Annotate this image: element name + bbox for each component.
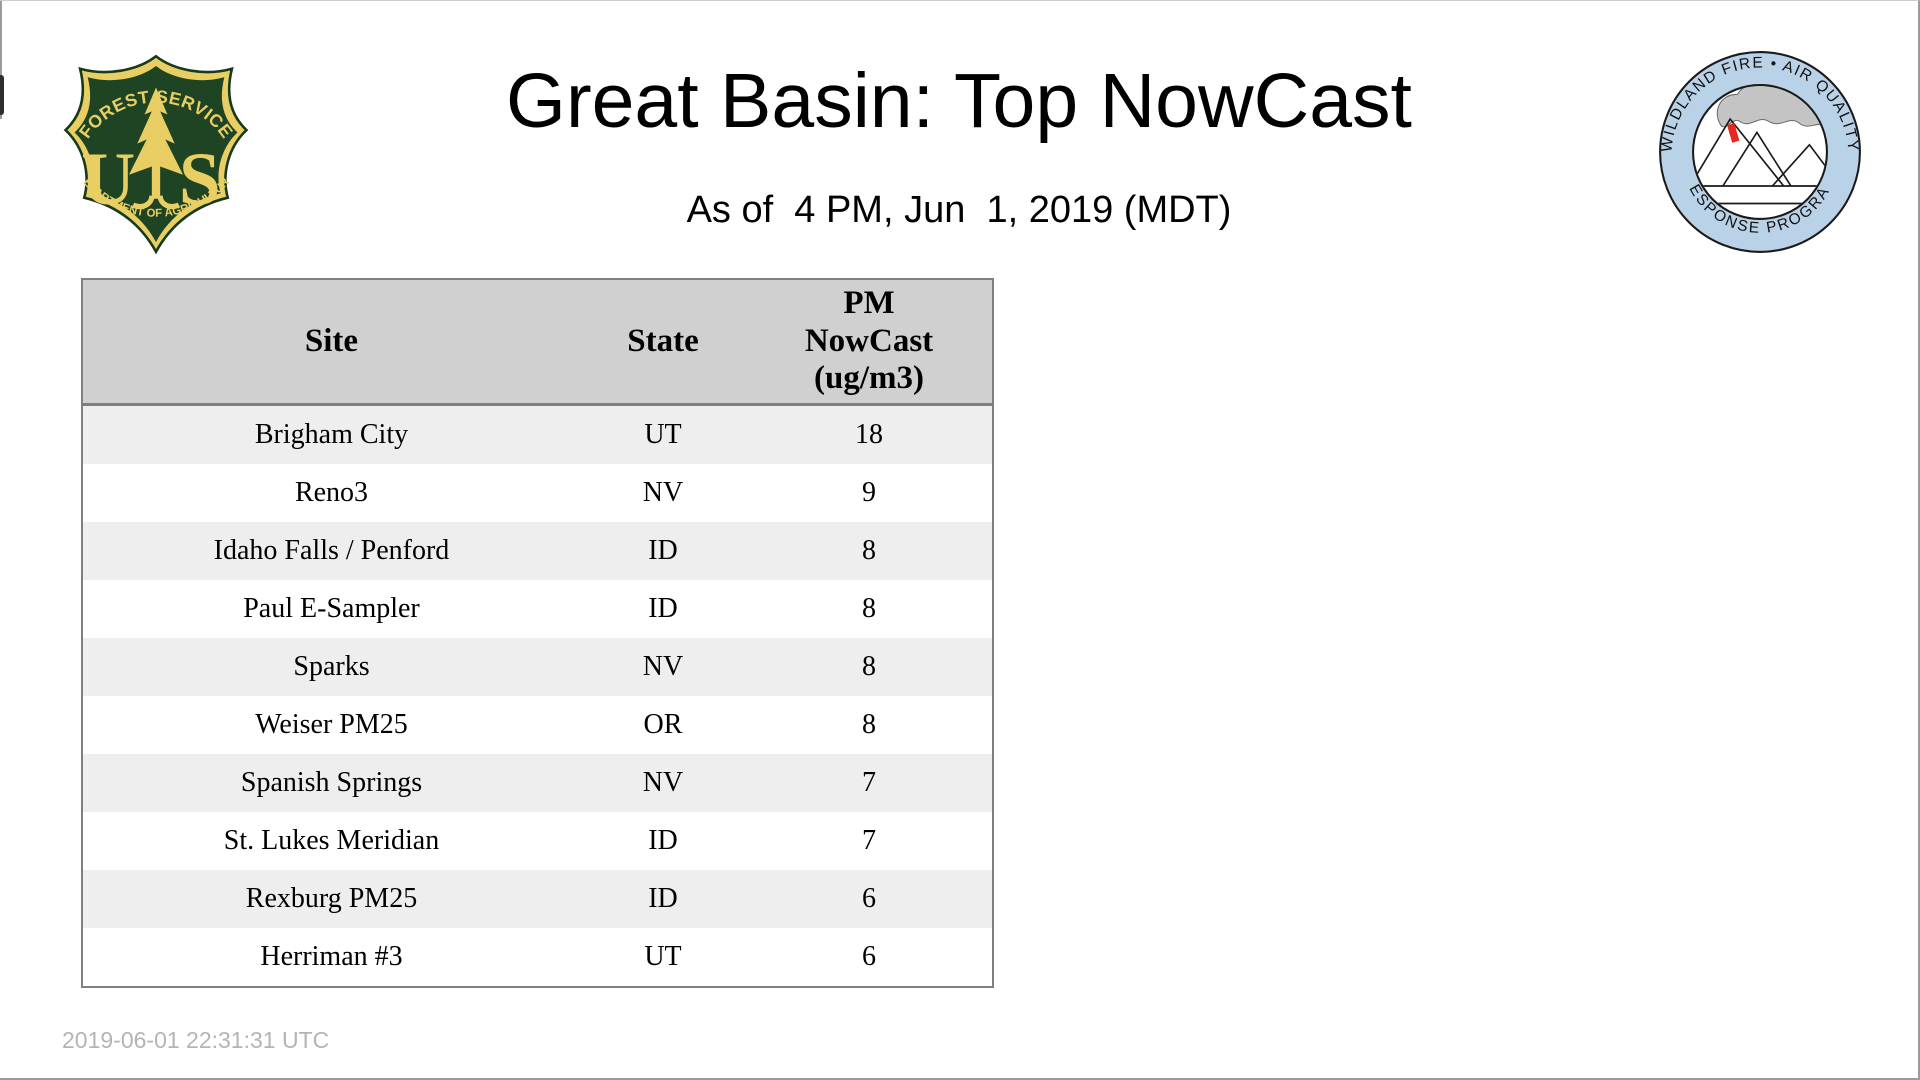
state-cell: UT [644,419,682,450]
table-row: Rexburg PM25 ID 6 [82,870,993,928]
nowcast-cell: 6 [862,941,876,972]
nowcast-cell: 9 [862,477,876,508]
nowcast-table: Site State PM NowCast (ug/m3) Brigham Ci… [81,278,994,988]
state-cell: NV [642,651,684,682]
site-cell: Herriman #3 [260,941,403,972]
table-header-row: Site State PM NowCast (ug/m3) [82,279,993,406]
flame-mark-icon [1727,123,1740,143]
nowcast-cell: 8 [862,651,876,682]
site-cell: Sparks [293,651,370,682]
forest-service-logo-icon: FOREST SERVICE U S DEPARTMENT OF AGRICUL… [52,47,249,255]
table-row: Weiser PM25 OR 8 [82,696,993,754]
window-edge-line [0,1,2,119]
site-cell: Brigham City [254,419,409,450]
site-cell: Idaho Falls / Penford [213,535,450,566]
table-row: Reno3 NV 9 [82,464,993,522]
col-header-pm-nowcast: PM NowCast (ug/m3) [746,279,993,406]
state-cell: ID [648,883,678,914]
site-cell: Spanish Springs [240,767,423,798]
nowcast-cell: 8 [862,593,876,624]
nowcast-cell: 18 [855,419,883,450]
wfaqrp-logo-icon: WILDLAND FIRE • AIR QUALITY RESPONSE PRO… [1657,49,1861,253]
footer-timestamp: 2019-06-01 22:31:31 UTC [62,1027,330,1053]
table-row: Idaho Falls / Penford ID 8 [82,522,993,580]
page-title: Great Basin: Top NowCast [506,58,1412,144]
report-datetime: As of 4 PM, Jun 1, 2019 (MDT) [686,189,1232,231]
nowcast-cell: 7 [862,825,876,856]
state-cell: ID [648,535,678,566]
table-row: Sparks NV 8 [82,638,993,696]
state-cell: ID [648,825,678,856]
table-row: Brigham City UT 18 [82,404,993,464]
col-header-state: State [580,279,746,406]
site-cell: Paul E-Sampler [243,593,420,624]
nowcast-cell: 8 [862,535,876,566]
site-cell: St. Lukes Meridian [223,825,440,856]
state-cell: UT [644,941,682,972]
site-cell: Rexburg PM25 [245,883,418,914]
state-cell: ID [648,593,678,624]
table-row: Spanish Springs NV 7 [82,754,993,812]
col-header-site: Site [82,279,580,406]
nowcast-cell: 7 [862,767,876,798]
state-cell: NV [642,477,684,508]
table-row: Paul E-Sampler ID 8 [82,580,993,638]
pine-tree-icon [128,87,184,210]
nowcast-cell: 6 [862,883,876,914]
nowcast-cell: 8 [862,709,876,740]
usfs-letter-s: S [179,138,221,221]
site-cell: Reno3 [294,477,369,508]
usfs-letter-u: U [81,138,135,221]
state-cell: NV [642,767,684,798]
site-cell: Weiser PM25 [255,709,408,740]
state-cell: OR [643,709,683,740]
table-row: St. Lukes Meridian ID 7 [82,812,993,870]
table-row: Herriman #3 UT 6 [82,928,993,987]
edge-artifact [0,75,4,115]
